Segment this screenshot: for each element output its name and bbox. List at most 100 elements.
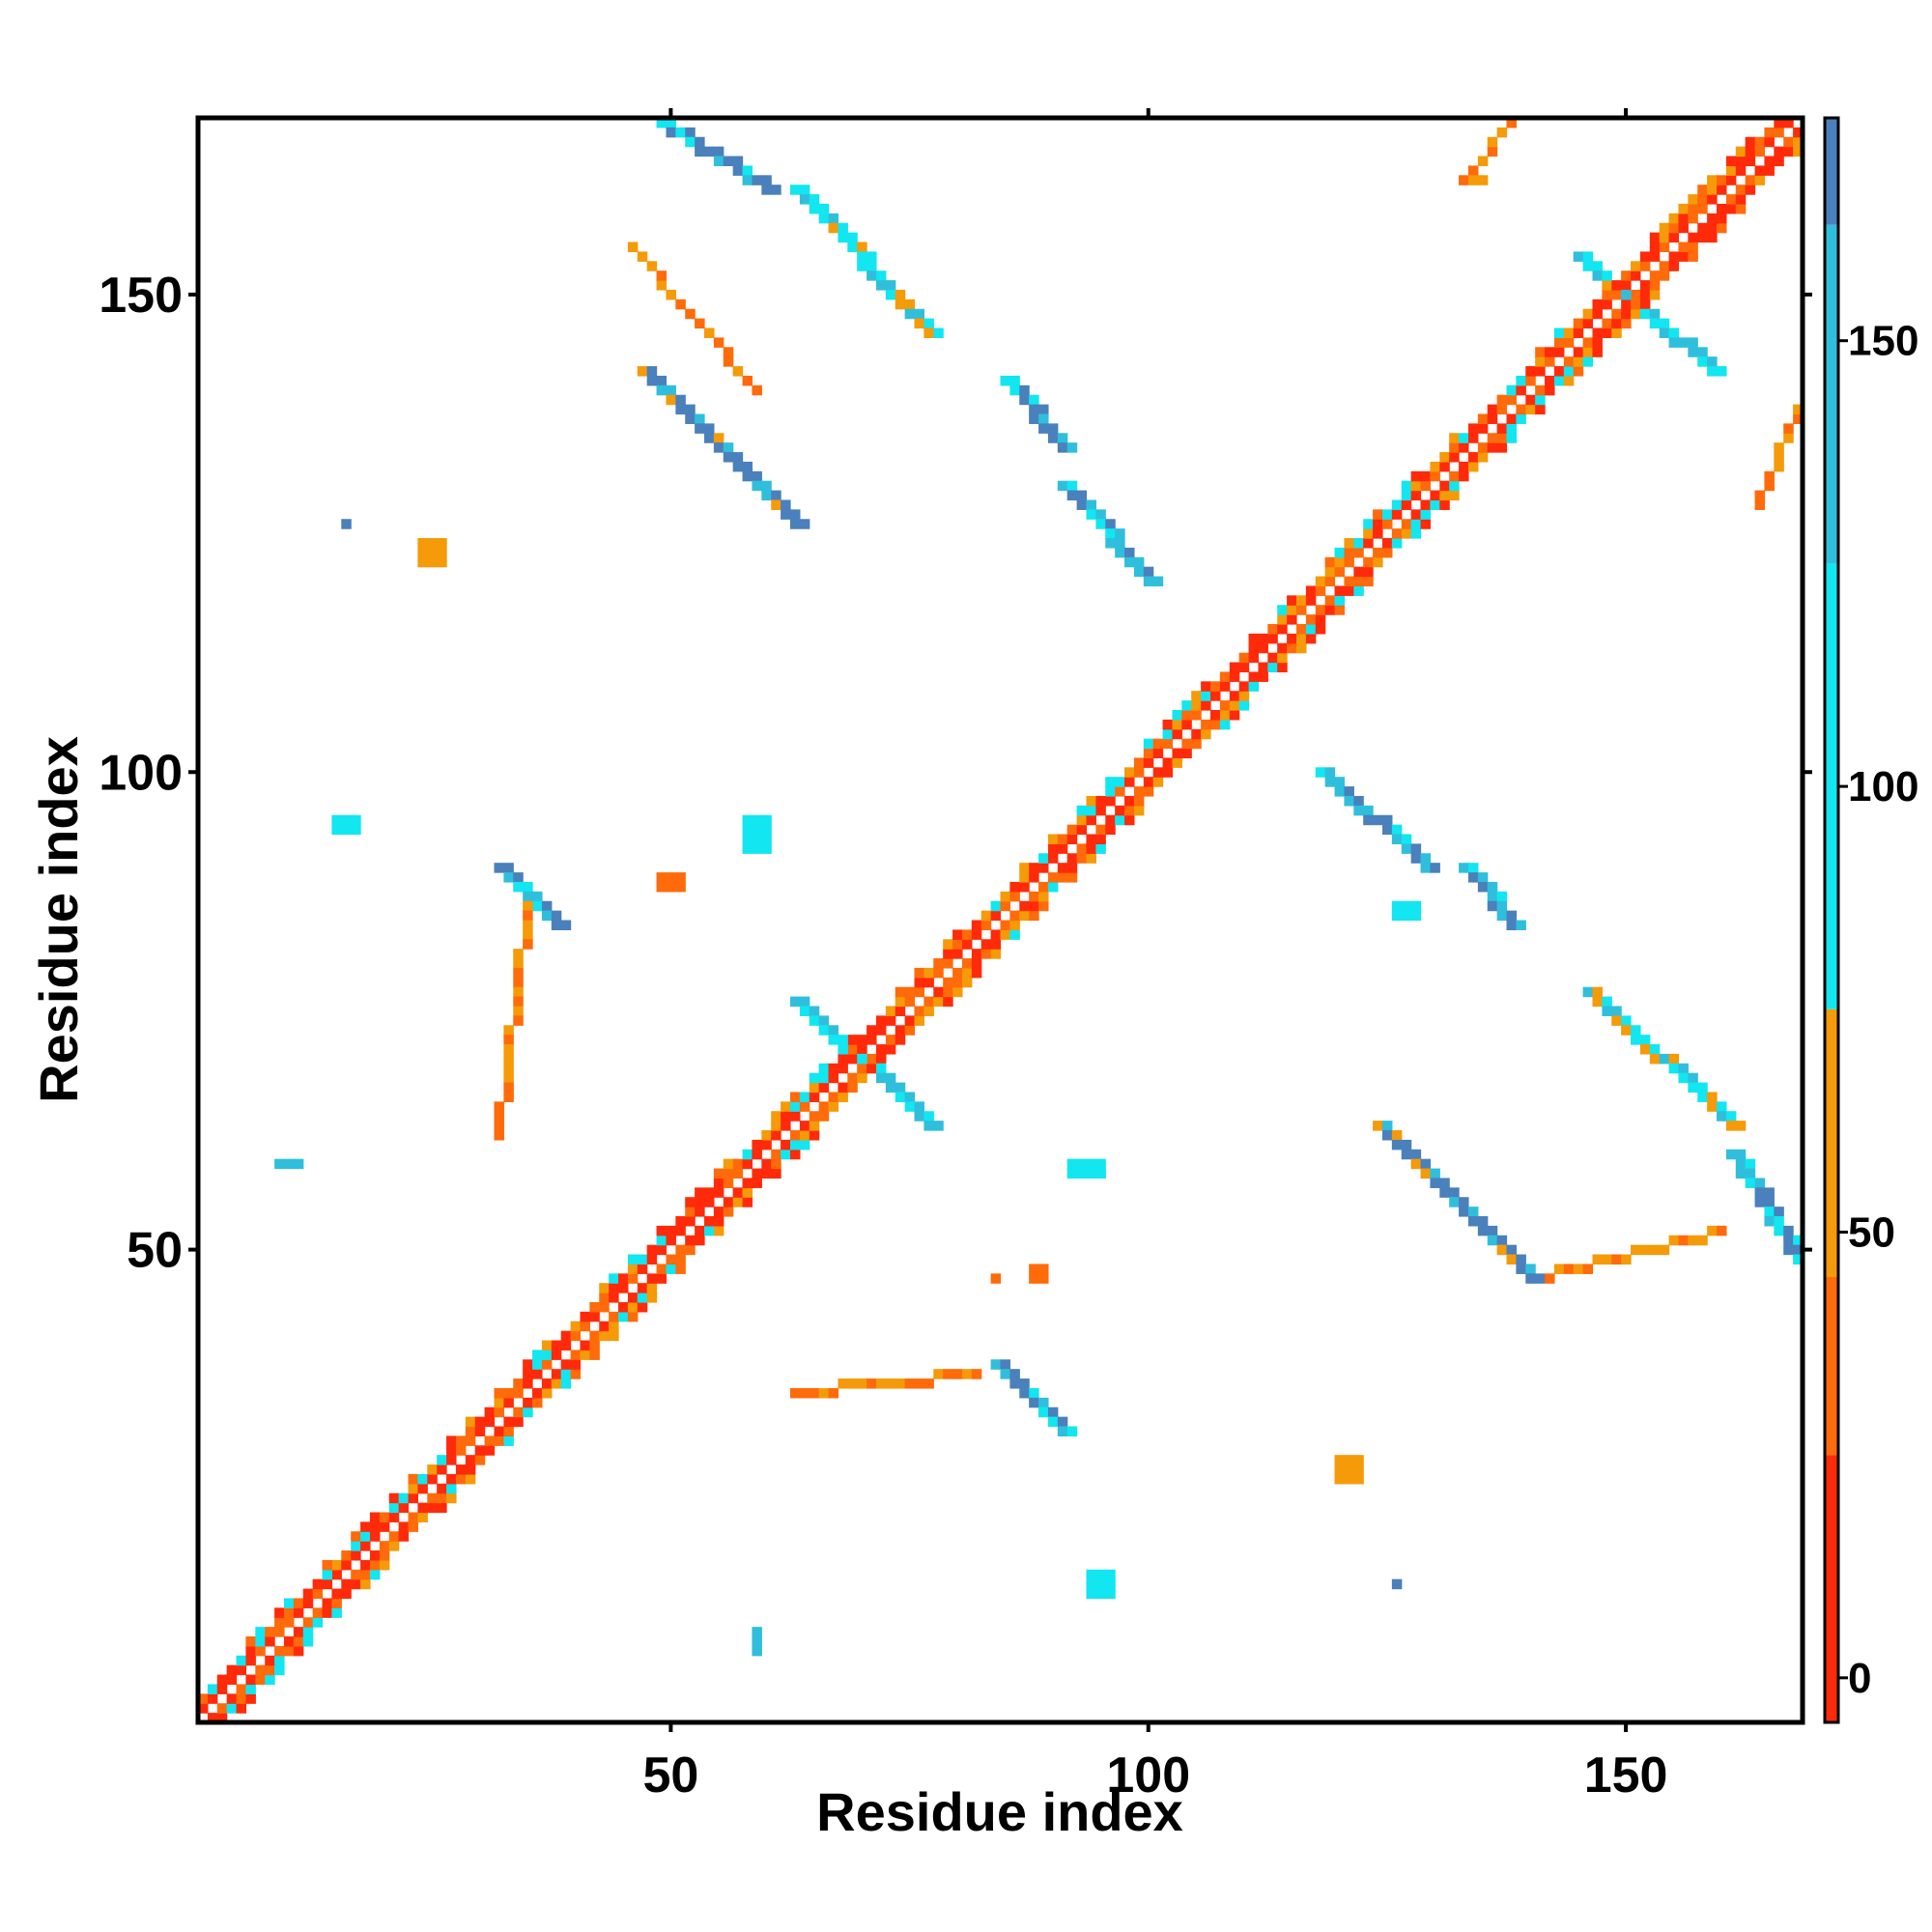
contact-cell [704, 1215, 715, 1227]
contact-cell [1019, 881, 1030, 893]
contact-cell [627, 1264, 639, 1274]
contact-cell [1115, 547, 1125, 558]
contact-cell [1124, 814, 1135, 826]
contact-cell [943, 986, 953, 998]
contact-cell [1258, 633, 1268, 644]
contact-cell [265, 1627, 275, 1637]
contact-cell [1754, 146, 1766, 157]
contact-cell [675, 127, 686, 138]
contact-cell [1582, 308, 1594, 320]
contact-cell [265, 1636, 275, 1647]
contact-cell [1095, 824, 1106, 836]
contact-cell [541, 1350, 553, 1360]
contact-cell [1774, 461, 1784, 472]
contact-cell [1381, 547, 1393, 558]
contact-cell [523, 1378, 533, 1389]
contact-cell [618, 1311, 629, 1322]
contact-cell [331, 824, 342, 836]
contact-cell [1467, 433, 1479, 443]
contact-cell [599, 1283, 610, 1293]
contact-cell [818, 1101, 830, 1112]
contact-cell [675, 394, 686, 406]
contact-cell [1688, 251, 1698, 262]
contact-cell [675, 1215, 686, 1227]
contact-cell [809, 1082, 820, 1094]
contact-cell [809, 203, 820, 214]
contact-cell [580, 1321, 590, 1332]
contact-cell [675, 872, 686, 883]
contact-cell [1735, 156, 1747, 167]
contact-cell [1754, 165, 1766, 176]
contact-cell [560, 1340, 572, 1351]
contact-cell [1697, 194, 1708, 205]
contact-cell [1344, 786, 1354, 797]
contact-cell [1764, 470, 1775, 482]
contact-cell [513, 881, 524, 893]
contact-cell [723, 442, 734, 453]
contact-cell [1631, 1025, 1641, 1036]
contact-cell [1344, 547, 1354, 558]
contact-cell [904, 1015, 916, 1026]
contact-cell [1659, 232, 1670, 243]
contact-cell [1143, 757, 1154, 768]
contact-cell [1639, 261, 1651, 271]
contact-cell [1602, 280, 1612, 291]
contact-cell [1697, 185, 1708, 195]
contact-cell [1487, 442, 1498, 453]
contact-cell [302, 1617, 314, 1628]
contact-cell [1467, 165, 1479, 176]
contact-cell [1334, 777, 1346, 787]
contact-cell [1344, 795, 1354, 807]
contact-cell [1707, 194, 1718, 205]
contact-cell [1410, 528, 1422, 539]
contact-cell [1774, 127, 1784, 138]
contact-cell [1783, 423, 1794, 434]
contact-cell [1697, 232, 1708, 243]
contact-cell [637, 251, 648, 262]
contact-cell [656, 1235, 668, 1246]
contact-cell [283, 1617, 295, 1628]
contact-cell [1229, 662, 1240, 673]
contact-cell [1277, 652, 1288, 664]
contact-cell [1295, 633, 1307, 644]
contact-cell [1287, 605, 1297, 615]
contact-cell [627, 1311, 639, 1322]
contact-cell [1506, 433, 1517, 443]
contact-cell [1449, 470, 1460, 482]
contact-cell [1401, 519, 1412, 529]
contact-cell [867, 270, 877, 281]
contact-cell [675, 881, 686, 893]
contact-cell [1717, 222, 1727, 234]
contact-cell [1047, 872, 1059, 883]
contact-cell [799, 194, 810, 205]
contact-cell [1038, 1273, 1049, 1284]
contact-cell [1592, 270, 1603, 281]
contact-cell [1334, 605, 1346, 615]
contact-cell [1439, 452, 1450, 463]
contact-cell [1467, 872, 1479, 883]
contact-cell [494, 1406, 504, 1418]
contact-cell [923, 327, 934, 338]
contact-cell [1410, 853, 1422, 864]
contact-cell [761, 814, 772, 826]
contact-cell [1649, 280, 1661, 291]
contact-cell [943, 977, 953, 988]
contact-cell [637, 1254, 648, 1265]
contact-cell [1191, 709, 1202, 721]
contact-cell [1172, 728, 1182, 740]
contact-cell [1066, 1168, 1078, 1179]
contact-cell [1621, 280, 1632, 291]
contact-cell [503, 1063, 514, 1074]
contact-cell [1525, 366, 1536, 377]
contact-cell [1152, 777, 1164, 787]
contact-cell [1496, 394, 1508, 406]
contact-cell [1649, 242, 1661, 253]
contact-cell [551, 1378, 562, 1389]
contact-cell [704, 146, 715, 157]
contact-cell [1602, 996, 1612, 1008]
contact-cell [1487, 900, 1498, 912]
colorbar-tick-label: 0 [1848, 1655, 1871, 1702]
contact-cell [1602, 327, 1612, 338]
contact-cell [1172, 757, 1182, 768]
contact-cell [1707, 185, 1718, 195]
